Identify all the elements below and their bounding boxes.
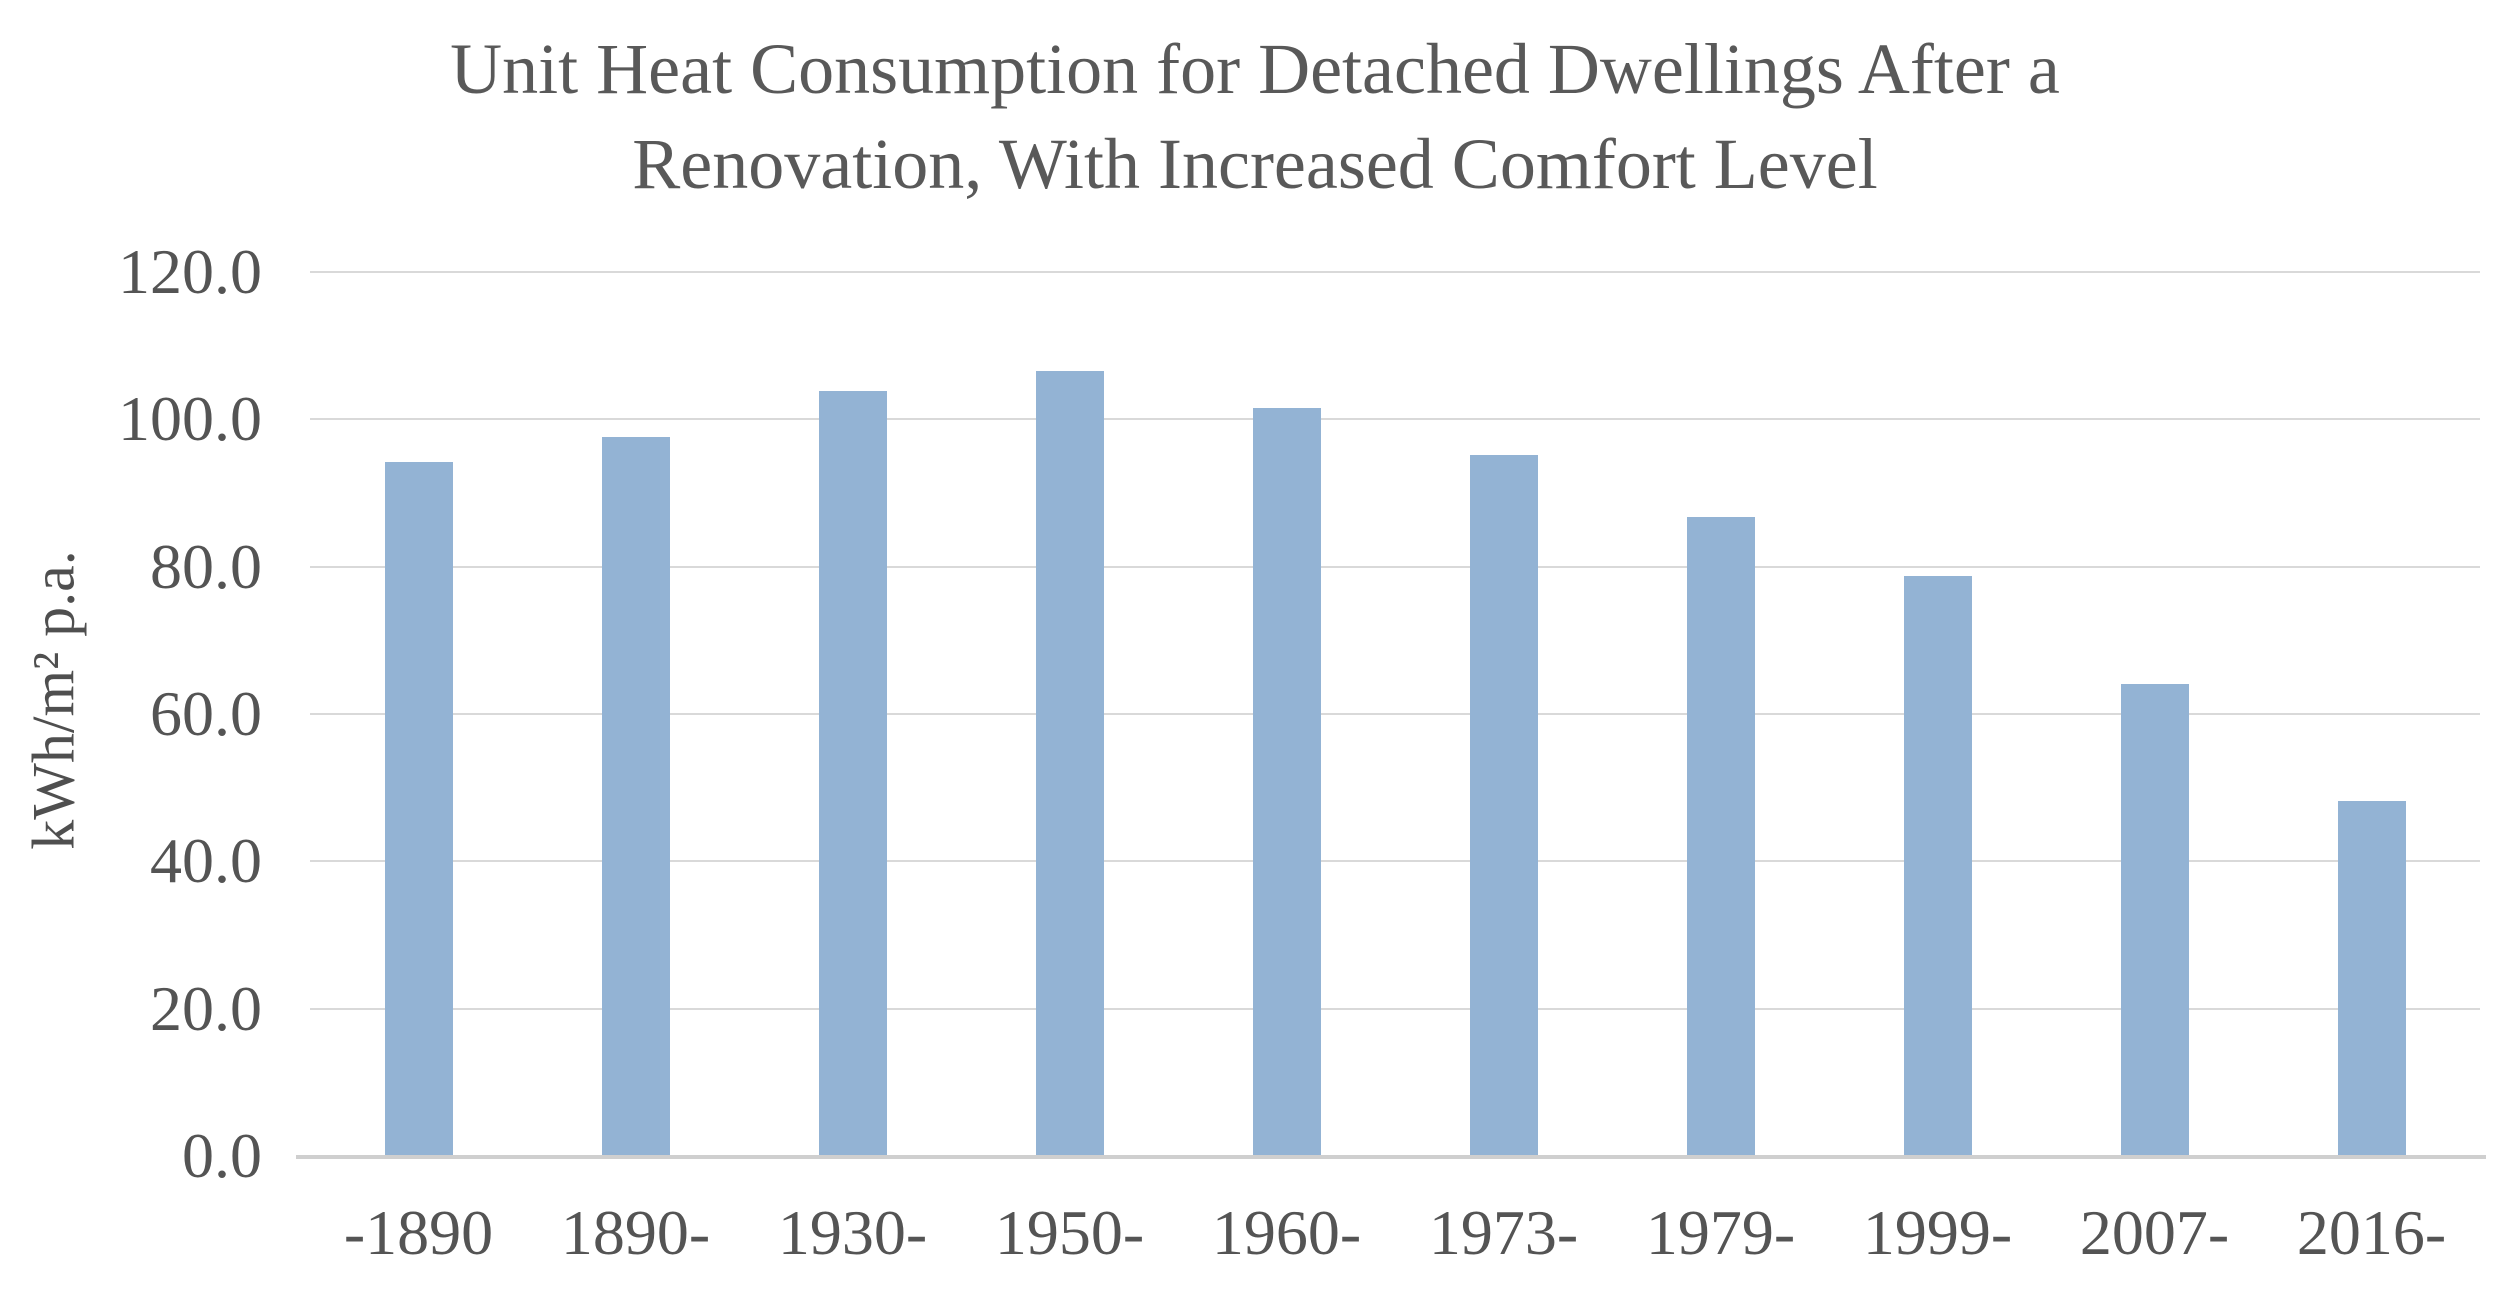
- y-tick-label: 0.0: [182, 1120, 262, 1191]
- x-tick-label: 1890-: [560, 1197, 711, 1268]
- y-tick-label: 60.0: [150, 678, 262, 749]
- y-tick-label: 120.0: [118, 236, 262, 307]
- bar: [1035, 370, 1104, 1155]
- bar: [818, 391, 887, 1155]
- y-tick-label: 20.0: [150, 972, 262, 1044]
- x-axis-line: [296, 1155, 2486, 1159]
- x-tick-label: 2007-: [2079, 1197, 2230, 1268]
- x-tick-label: 1930-: [777, 1197, 928, 1268]
- bar: [2120, 683, 2189, 1155]
- x-tick-label: 1999-: [1862, 1197, 2013, 1268]
- x-tick-label: 2016-: [2296, 1197, 2447, 1268]
- bar: [601, 437, 670, 1155]
- gridline: [310, 860, 2480, 863]
- chart-title: Unit Heat Consumption for Detached Dwell…: [0, 22, 2510, 212]
- bar: [1252, 408, 1321, 1155]
- x-tick-label: 1973-: [1428, 1197, 1579, 1268]
- gridline: [310, 1007, 2480, 1010]
- bar: [1903, 575, 1972, 1155]
- x-tick-label: 1960-: [1211, 1197, 1362, 1268]
- x-tick-label: 1979-: [1645, 1197, 1796, 1268]
- bar: [1469, 455, 1538, 1155]
- bar: [2337, 800, 2406, 1155]
- x-tick-label: -1890: [343, 1197, 494, 1268]
- bar: [384, 462, 453, 1155]
- bar: [1686, 516, 1755, 1155]
- y-tick-label: 40.0: [150, 825, 262, 897]
- gridline: [310, 418, 2480, 421]
- gridline: [310, 565, 2480, 568]
- y-tick-label: 100.0: [118, 383, 262, 455]
- y-tick-label: 80.0: [150, 530, 262, 602]
- x-tick-label: 1950-: [994, 1197, 1145, 1268]
- chart-title-line-2: Renovation, With Increased Comfort Level: [632, 124, 1878, 204]
- gridline: [310, 713, 2480, 715]
- gridline: [310, 271, 2480, 273]
- chart-title-line-1: Unit Heat Consumption for Detached Dwell…: [450, 29, 2060, 109]
